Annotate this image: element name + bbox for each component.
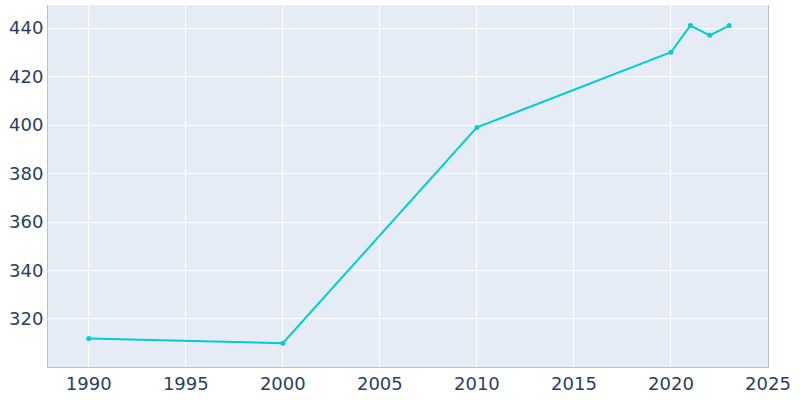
svg-text:2025: 2025 — [745, 373, 791, 394]
svg-text:2020: 2020 — [648, 373, 694, 394]
svg-text:320: 320 — [9, 308, 43, 329]
svg-text:360: 360 — [9, 211, 43, 232]
svg-text:1995: 1995 — [163, 373, 209, 394]
svg-text:420: 420 — [9, 66, 43, 87]
svg-text:2010: 2010 — [454, 373, 500, 394]
svg-text:440: 440 — [9, 17, 43, 38]
svg-text:2015: 2015 — [551, 373, 597, 394]
svg-text:2005: 2005 — [357, 373, 403, 394]
svg-text:340: 340 — [9, 260, 43, 281]
svg-text:400: 400 — [9, 114, 43, 135]
svg-text:1990: 1990 — [66, 373, 112, 394]
svg-text:380: 380 — [9, 163, 43, 184]
svg-text:2000: 2000 — [260, 373, 306, 394]
